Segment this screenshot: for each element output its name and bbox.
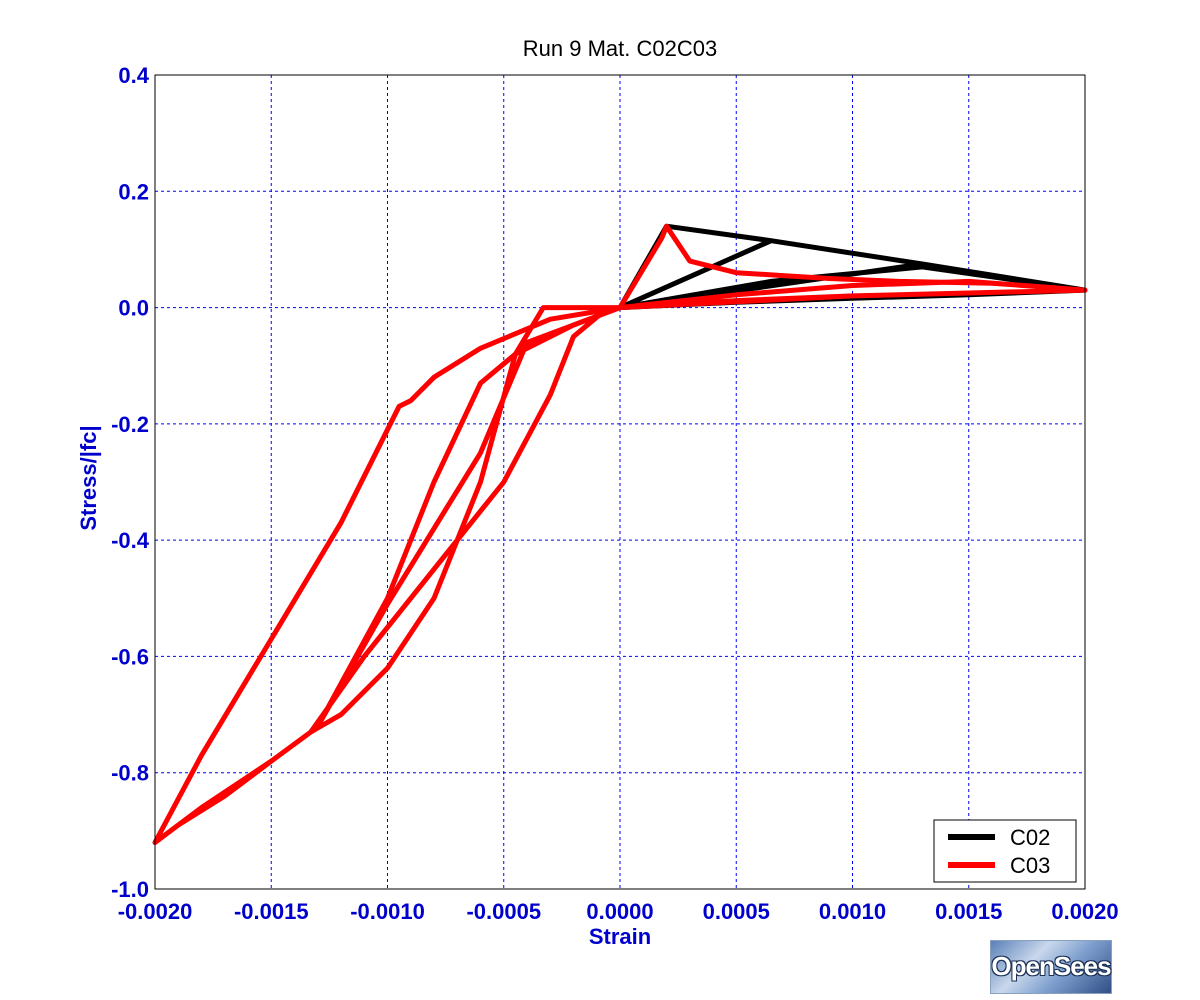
y-tick-label: 0.2 bbox=[118, 179, 149, 204]
y-tick-label: -0.8 bbox=[111, 761, 149, 786]
tick-labels: -0.0020 -0.0015 -0.0010 -0.0005 0.0000 0.0005… bbox=[111, 63, 1119, 924]
legend-box bbox=[933, 819, 1077, 883]
logo-text: OpenSees bbox=[991, 951, 1111, 981]
y-tick-label: 0.0 bbox=[118, 296, 149, 321]
x-tick-label: 0.0000 bbox=[586, 899, 653, 924]
chart-title: Run 9 Mat. C02C03 bbox=[523, 36, 717, 61]
x-tick-label: 0.0010 bbox=[819, 899, 886, 924]
legend: C02 C03 bbox=[933, 819, 1077, 883]
legend-label-c02: C02 bbox=[1010, 825, 1050, 850]
x-tick-label: -0.0010 bbox=[350, 899, 425, 924]
y-tick-label: -1.0 bbox=[111, 877, 149, 902]
x-tick-label: 0.0020 bbox=[1051, 899, 1118, 924]
series-line-c03 bbox=[152, 223, 1088, 845]
y-tick-label: 0.4 bbox=[118, 63, 149, 88]
x-tick-label: 0.0015 bbox=[935, 899, 1002, 924]
x-tick-label: -0.0015 bbox=[234, 899, 309, 924]
x-tick-label: 0.0005 bbox=[703, 899, 770, 924]
y-tick-label: -0.6 bbox=[111, 644, 149, 669]
x-tick-label: -0.0020 bbox=[118, 899, 193, 924]
y-tick-label: -0.4 bbox=[111, 528, 150, 553]
x-tick-label: -0.0005 bbox=[466, 899, 541, 924]
y-axis-label: Stress/|fc| bbox=[76, 425, 101, 530]
plot-frame bbox=[154, 74, 1086, 890]
opensees-logo: OpenSees bbox=[990, 940, 1112, 994]
x-axis-label: Strain bbox=[589, 924, 651, 949]
series-layer bbox=[152, 223, 1088, 845]
y-tick-label: -0.2 bbox=[111, 412, 149, 437]
grid-lines bbox=[155, 75, 1085, 889]
legend-label-c03: C03 bbox=[1010, 853, 1050, 878]
